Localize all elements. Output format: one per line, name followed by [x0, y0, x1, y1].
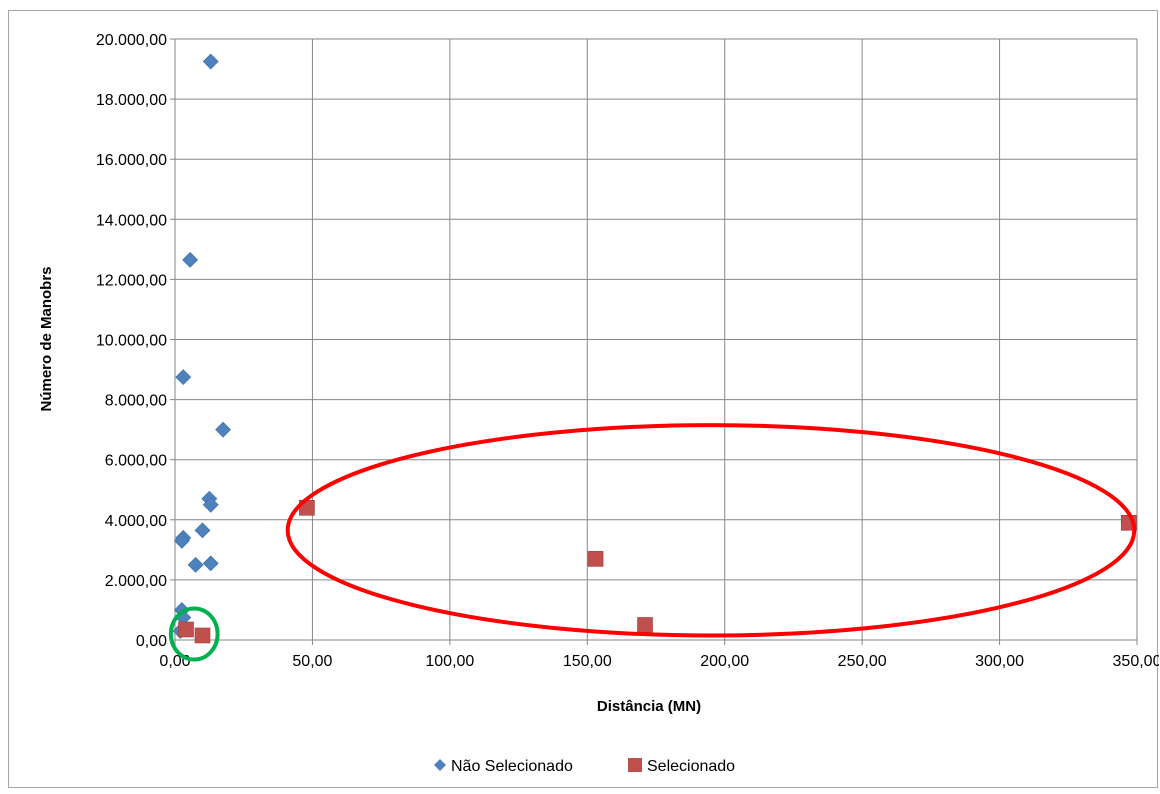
data-point-nao-selecionado: [187, 556, 204, 573]
y-tick-label: 2.000,00: [105, 573, 167, 590]
x-tick-label: 250,00: [838, 653, 887, 670]
annotations: [168, 423, 1137, 662]
y-tick-label: 18.000,00: [96, 92, 167, 109]
data-point-selecionado: [194, 627, 211, 644]
y-tick-label: 20.000,00: [96, 32, 167, 49]
legend-item-selecionado: Selecionado: [628, 758, 735, 775]
y-tick-label: 16.000,00: [96, 152, 167, 169]
scatter-chart: 0,00 2.000,00 4.000,00 6.000,00 8.000,00 10.0…: [38, 32, 1160, 775]
y-tick-label: 0,00: [136, 633, 167, 650]
data-point-selecionado: [178, 621, 194, 638]
y-tick-label: 8.000,00: [105, 393, 167, 410]
y-axis-title: Número de Manobrs: [38, 266, 55, 411]
x-tick-label: 0,00: [159, 653, 190, 670]
y-tick-label: 4.000,00: [105, 513, 167, 530]
y-tick-label: 10.000,00: [96, 333, 167, 350]
data-point-nao-selecionado: [215, 421, 232, 438]
red-highlight-ellipse: [285, 423, 1137, 638]
green-highlight-ellipse: [168, 606, 220, 662]
tick-labels: 0,00 2.000,00 4.000,00 6.000,00 8.000,00 10.0…: [96, 32, 1160, 670]
x-axis-title: Distância (MN): [597, 698, 701, 715]
x-tick-label: 200,00: [700, 653, 749, 670]
data-point-nao-selecionado: [202, 555, 219, 572]
data-point-nao-selecionado: [175, 369, 192, 385]
y-tick-label: 14.000,00: [96, 212, 167, 229]
data-point-nao-selecionado: [182, 251, 199, 268]
legend: Não Selecionado Selecionado: [434, 758, 735, 775]
legend-marker-square: [628, 758, 642, 772]
data-point-nao-selecionado: [202, 53, 219, 70]
y-tick-label: 6.000,00: [105, 453, 167, 470]
grid-lines: [170, 38, 1138, 645]
data-points: [172, 53, 1137, 644]
data-point-nao-selecionado: [202, 496, 219, 513]
x-tick-label: 50,00: [292, 653, 332, 670]
data-point-nao-selecionado: [173, 532, 190, 549]
data-point-nao-selecionado: [194, 522, 211, 539]
legend-item-nao-selecionado: Não Selecionado: [434, 758, 573, 775]
x-tick-label: 150,00: [563, 653, 612, 670]
data-point-selecionado: [587, 551, 604, 567]
legend-label-selecionado: Selecionado: [647, 758, 735, 775]
chart-frame: 0,00 2.000,00 4.000,00 6.000,00 8.000,00 10.0…: [8, 10, 1160, 788]
y-tick-label: 12.000,00: [96, 272, 167, 289]
data-point-selecionado: [637, 617, 653, 633]
legend-label-nao-selecionado: Não Selecionado: [451, 758, 573, 775]
x-tick-label: 300,00: [975, 653, 1024, 670]
x-tick-label: 350,00: [1113, 653, 1159, 670]
legend-marker-diamond: [434, 759, 446, 771]
x-tick-label: 100,00: [425, 653, 474, 670]
